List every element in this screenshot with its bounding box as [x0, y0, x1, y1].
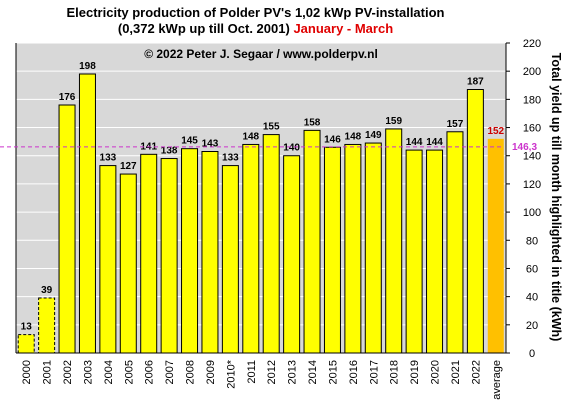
value-label: 152: [487, 126, 504, 137]
x-tick-label: 2007: [164, 360, 176, 384]
y-tick-label: 100: [523, 207, 541, 219]
y-tick-label: 60: [526, 263, 538, 275]
copyright-watermark: © 2022 Peter J. Segaar / www.polderpv.nl: [144, 47, 378, 61]
bar-average: [487, 138, 504, 353]
bar-2010: [221, 165, 239, 354]
y-tick-label: 0: [529, 348, 535, 360]
x-tick-label: 2008: [185, 360, 197, 384]
bar-2012: [262, 134, 280, 354]
value-label: 157: [447, 119, 464, 130]
bar-2005: [119, 173, 137, 354]
y-tick-label: 220: [523, 38, 541, 50]
value-label: 145: [181, 136, 198, 147]
x-tick-label: 2009: [205, 360, 217, 384]
x-tick-label: 2010*: [225, 359, 237, 388]
bar-2017: [364, 142, 382, 354]
value-label: 138: [161, 146, 178, 157]
x-tick-label: 2000: [21, 360, 33, 384]
bar-2014: [303, 129, 321, 354]
value-label: 198: [79, 61, 96, 72]
value-label: 148: [345, 131, 362, 142]
x-tick-label: 2002: [62, 360, 74, 384]
value-label: 144: [406, 137, 423, 148]
value-label: 146: [324, 134, 341, 145]
y-tick-label: 140: [523, 151, 541, 163]
x-tick-label: 2006: [144, 360, 156, 384]
x-tick-label: 2001: [42, 360, 54, 384]
bar-2013: [283, 155, 301, 354]
value-label: 127: [120, 161, 137, 172]
y-tick-label: 40: [526, 292, 538, 304]
x-tick-label: 2013: [287, 360, 299, 384]
x-tick-label: 2022: [470, 360, 482, 384]
bar-2006: [140, 153, 158, 354]
x-tick-label: 2020: [430, 360, 442, 384]
x-tick-label: 2015: [327, 360, 339, 384]
value-label: 159: [385, 116, 402, 127]
value-label: 149: [365, 130, 382, 141]
value-label: 143: [202, 139, 219, 150]
x-tick-label: 2014: [307, 360, 319, 384]
bar-2018: [385, 128, 403, 354]
value-label: 133: [222, 153, 239, 164]
value-label: 187: [467, 77, 484, 88]
y-axis-label: Total yield up till month highlighted in…: [549, 52, 563, 342]
value-label: 155: [263, 122, 280, 133]
bar-2020: [426, 149, 444, 354]
average-line-label: 146,3: [512, 142, 537, 153]
y-tick-label: 160: [523, 123, 541, 135]
y-tick-label: 20: [526, 320, 538, 332]
bar-2007: [160, 158, 178, 354]
chart-title-line1: Electricity production of Polder PV's 1,…: [66, 5, 445, 20]
value-label: 144: [426, 137, 443, 148]
bar-2009: [201, 151, 219, 354]
x-tick-label: 2003: [82, 360, 94, 384]
chart-title-capacity: (0,372 kWp up till Oct. 2001): [117, 21, 290, 36]
x-tick-label: 2012: [266, 360, 278, 384]
y-tick-label: 80: [526, 235, 538, 247]
value-label: 158: [304, 117, 321, 128]
bar-2016: [344, 143, 362, 354]
value-label: 133: [100, 153, 117, 164]
bar-2015: [323, 146, 341, 354]
chart-title-period: January - March: [293, 21, 394, 36]
x-tick-label: 2019: [409, 360, 421, 384]
bar-2019: [405, 149, 423, 354]
x-tick-label: 2011: [246, 360, 258, 384]
value-label: 148: [242, 131, 259, 142]
value-label: 140: [283, 143, 300, 154]
bar-2004: [99, 165, 117, 354]
bar-2022: [466, 89, 484, 354]
chart-title-line2: (0,372 kWp up till Oct. 2001) January - …: [0, 21, 511, 36]
value-label: 176: [59, 92, 76, 103]
bar-2003: [78, 73, 96, 354]
x-tick-label: 2016: [348, 360, 360, 384]
bar-2011: [242, 143, 260, 354]
bar-2002: [58, 104, 76, 354]
plot-area: [16, 43, 506, 353]
y-tick-label: 200: [523, 66, 541, 78]
y-tick-label: 180: [523, 94, 541, 106]
x-tick-label: 2005: [123, 360, 135, 384]
value-label: 13: [21, 322, 33, 333]
x-tick-label: 2021: [450, 360, 462, 384]
x-tick-label: average: [491, 360, 503, 400]
x-tick-label: 2018: [389, 360, 401, 384]
x-tick-label: 2017: [368, 360, 380, 384]
bar-2008: [181, 148, 199, 354]
y-tick-label: 120: [523, 179, 541, 191]
bar-2001: [38, 297, 56, 354]
bar-2021: [446, 131, 464, 354]
x-tick-label: 2004: [103, 360, 115, 384]
value-label: 39: [41, 285, 53, 296]
bar-2000: [17, 334, 35, 354]
